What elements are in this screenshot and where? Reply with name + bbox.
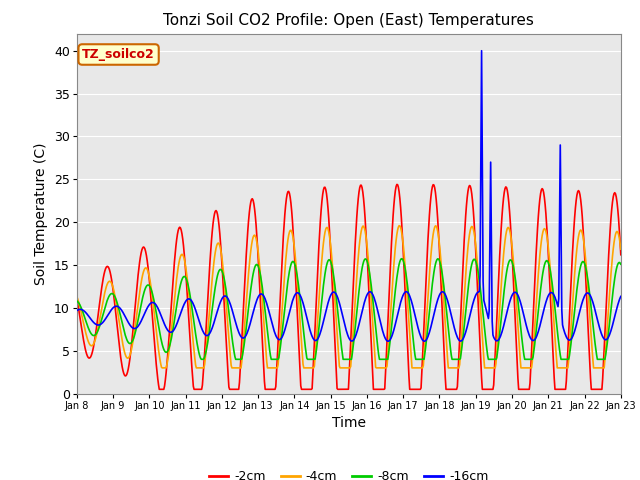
Title: Tonzi Soil CO2 Profile: Open (East) Temperatures: Tonzi Soil CO2 Profile: Open (East) Temp… [163,13,534,28]
X-axis label: Time: Time [332,416,366,430]
Legend: -2cm, -4cm, -8cm, -16cm: -2cm, -4cm, -8cm, -16cm [204,465,493,480]
Text: TZ_soilco2: TZ_soilco2 [82,48,155,61]
Y-axis label: Soil Temperature (C): Soil Temperature (C) [35,143,49,285]
